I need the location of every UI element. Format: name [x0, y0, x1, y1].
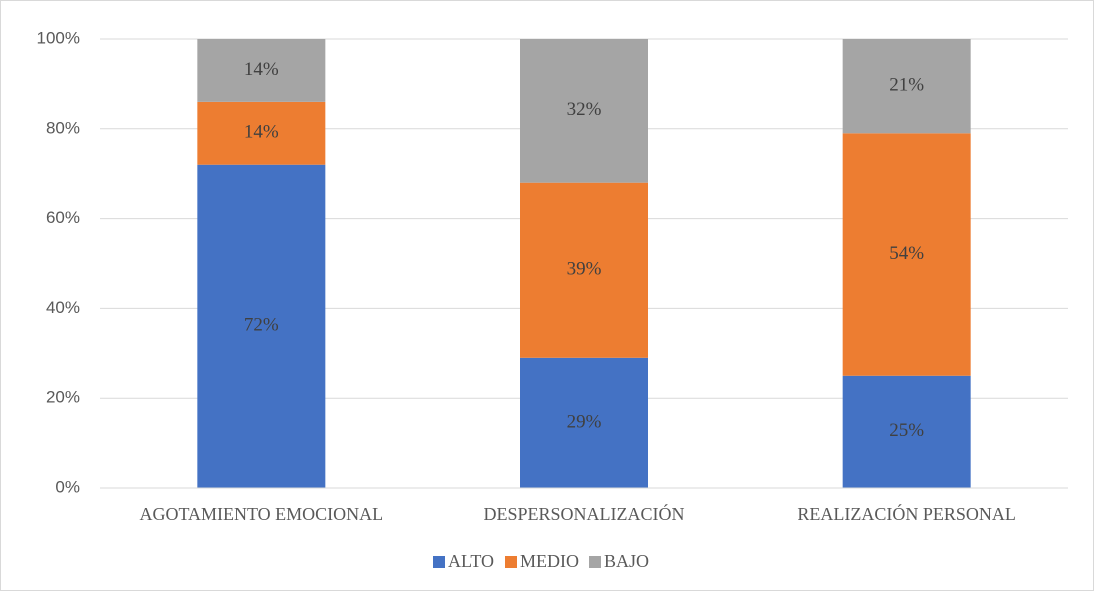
y-tick-label: 100%: [37, 28, 80, 47]
data-label: 25%: [889, 420, 924, 441]
data-label: 21%: [889, 75, 924, 96]
data-label: 32%: [567, 99, 602, 120]
bar-segment: [197, 39, 326, 102]
legend-swatch: [433, 556, 445, 568]
bar-segment: [520, 182, 648, 358]
data-label: 54%: [889, 243, 924, 264]
legend-swatch: [505, 556, 517, 568]
bar-segment: [520, 39, 648, 183]
y-tick-label: 20%: [46, 388, 80, 407]
y-tick-label: 60%: [46, 208, 80, 227]
data-label: 29%: [567, 411, 602, 432]
bar-segment: [520, 357, 648, 488]
legend-label: MEDIO: [520, 551, 579, 571]
data-label: 72%: [244, 315, 279, 336]
data-label: 14%: [244, 59, 279, 80]
y-tick-label: 0%: [55, 477, 80, 496]
legend-swatch: [589, 556, 601, 568]
x-tick-label: AGOTAMIENTO EMOCIONAL: [139, 504, 383, 524]
bar-segment: [197, 164, 326, 488]
y-tick-label: 80%: [46, 118, 80, 137]
bar-segment: [842, 375, 971, 488]
bar-segment: [842, 133, 971, 376]
x-tick-label: DESPERSONALIZACIÓN: [483, 503, 684, 524]
bar-segment: [842, 39, 971, 134]
x-tick-label: REALIZACIÓN PERSONAL: [797, 503, 1016, 524]
y-tick-label: 40%: [46, 298, 80, 317]
legend-label: ALTO: [448, 551, 494, 571]
legend-label: BAJO: [604, 551, 649, 571]
bar-segment: [197, 101, 326, 165]
data-label: 39%: [567, 259, 602, 280]
data-label: 14%: [244, 122, 279, 143]
